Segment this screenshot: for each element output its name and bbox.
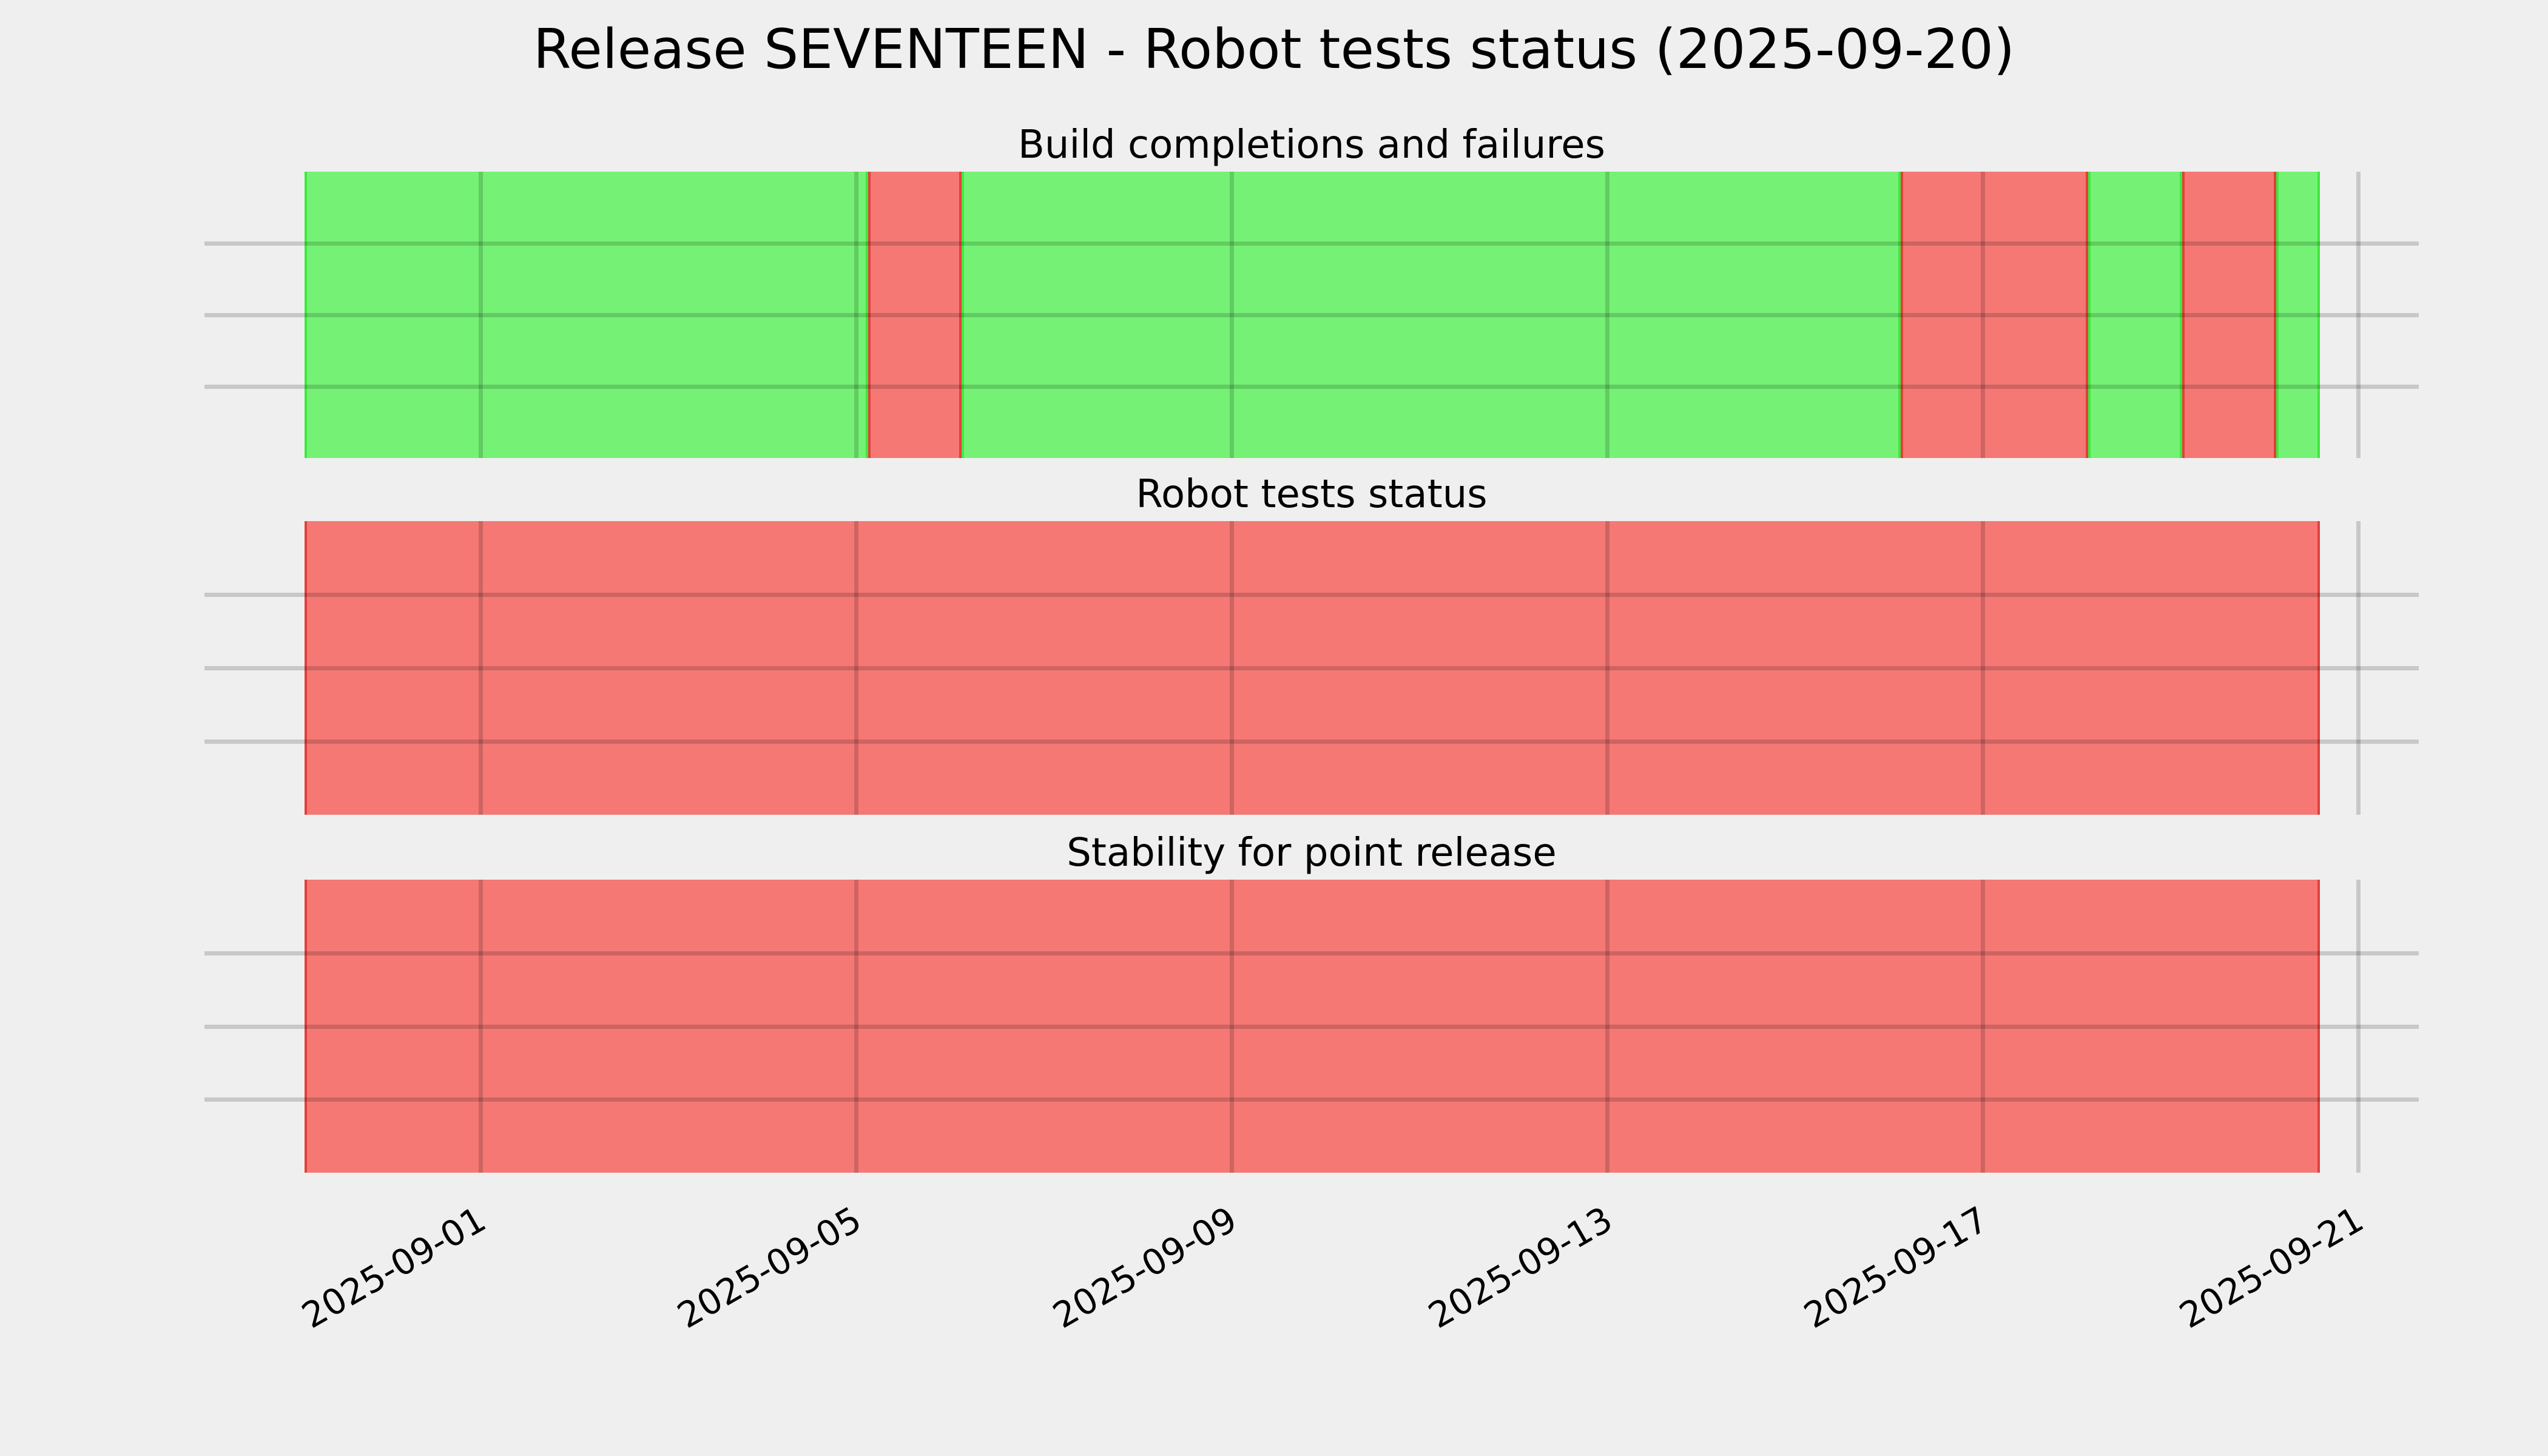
- panel-subtitle: Stability for point release: [1067, 831, 1557, 875]
- x-tick-label: 2025-09-09: [1046, 1198, 1244, 1336]
- vertical-gridline: [2356, 880, 2361, 1173]
- x-tick-label: 2025-09-13: [1421, 1198, 1620, 1336]
- vertical-gridline: [854, 521, 859, 815]
- panel-subtitle: Build completions and failures: [1018, 123, 1605, 167]
- horizontal-gridline: [204, 951, 2419, 956]
- vertical-gridline: [1605, 521, 1610, 815]
- status-bars: [305, 172, 2320, 458]
- horizontal-gridline: [204, 593, 2419, 597]
- panel-subtitle: Robot tests status: [1136, 472, 1488, 517]
- vertical-gridline: [1981, 521, 1986, 815]
- x-tick-label: 2025-09-21: [2172, 1198, 2371, 1336]
- status-segment-fail: [2182, 172, 2276, 458]
- status-segment-fail: [868, 172, 962, 458]
- horizontal-gridline: [204, 1024, 2419, 1029]
- status-segment-pass: [962, 172, 1901, 458]
- panel-axes: [204, 880, 2419, 1173]
- status-segment-pass: [305, 172, 868, 458]
- vertical-gridline: [1605, 172, 1610, 458]
- vertical-gridline: [1230, 880, 1235, 1173]
- status-segment-pass: [2088, 172, 2183, 458]
- status-segment-pass: [2276, 172, 2320, 458]
- vertical-gridline: [479, 521, 484, 815]
- vertical-gridline: [2356, 172, 2361, 458]
- x-tick-label: 2025-09-05: [670, 1198, 869, 1336]
- vertical-gridline: [1605, 880, 1610, 1173]
- horizontal-gridline: [204, 241, 2419, 246]
- vertical-gridline: [479, 880, 484, 1173]
- horizontal-gridline: [204, 385, 2419, 389]
- status-segment-fail: [305, 521, 2320, 815]
- x-tick-label: 2025-09-01: [295, 1198, 493, 1336]
- x-tick-label: 2025-09-17: [1797, 1198, 1995, 1336]
- chart-title: Release SEVENTEEN - Robot tests status (…: [533, 18, 2015, 81]
- vertical-gridline: [1230, 172, 1235, 458]
- status-segment-fail: [305, 880, 2320, 1173]
- horizontal-gridline: [204, 313, 2419, 317]
- vertical-gridline: [854, 172, 859, 458]
- status-bars: [305, 521, 2320, 815]
- vertical-gridline: [854, 880, 859, 1173]
- vertical-gridline: [1981, 172, 1986, 458]
- status-bars: [305, 880, 2320, 1173]
- vertical-gridline: [1981, 880, 1986, 1173]
- vertical-gridline: [479, 172, 484, 458]
- status-segment-fail: [1900, 172, 2089, 458]
- panel-axes: [204, 172, 2419, 458]
- horizontal-gridline: [204, 740, 2419, 744]
- vertical-gridline: [1230, 521, 1235, 815]
- horizontal-gridline: [204, 666, 2419, 670]
- horizontal-gridline: [204, 1097, 2419, 1102]
- panel-axes: [204, 521, 2419, 815]
- vertical-gridline: [2356, 521, 2361, 815]
